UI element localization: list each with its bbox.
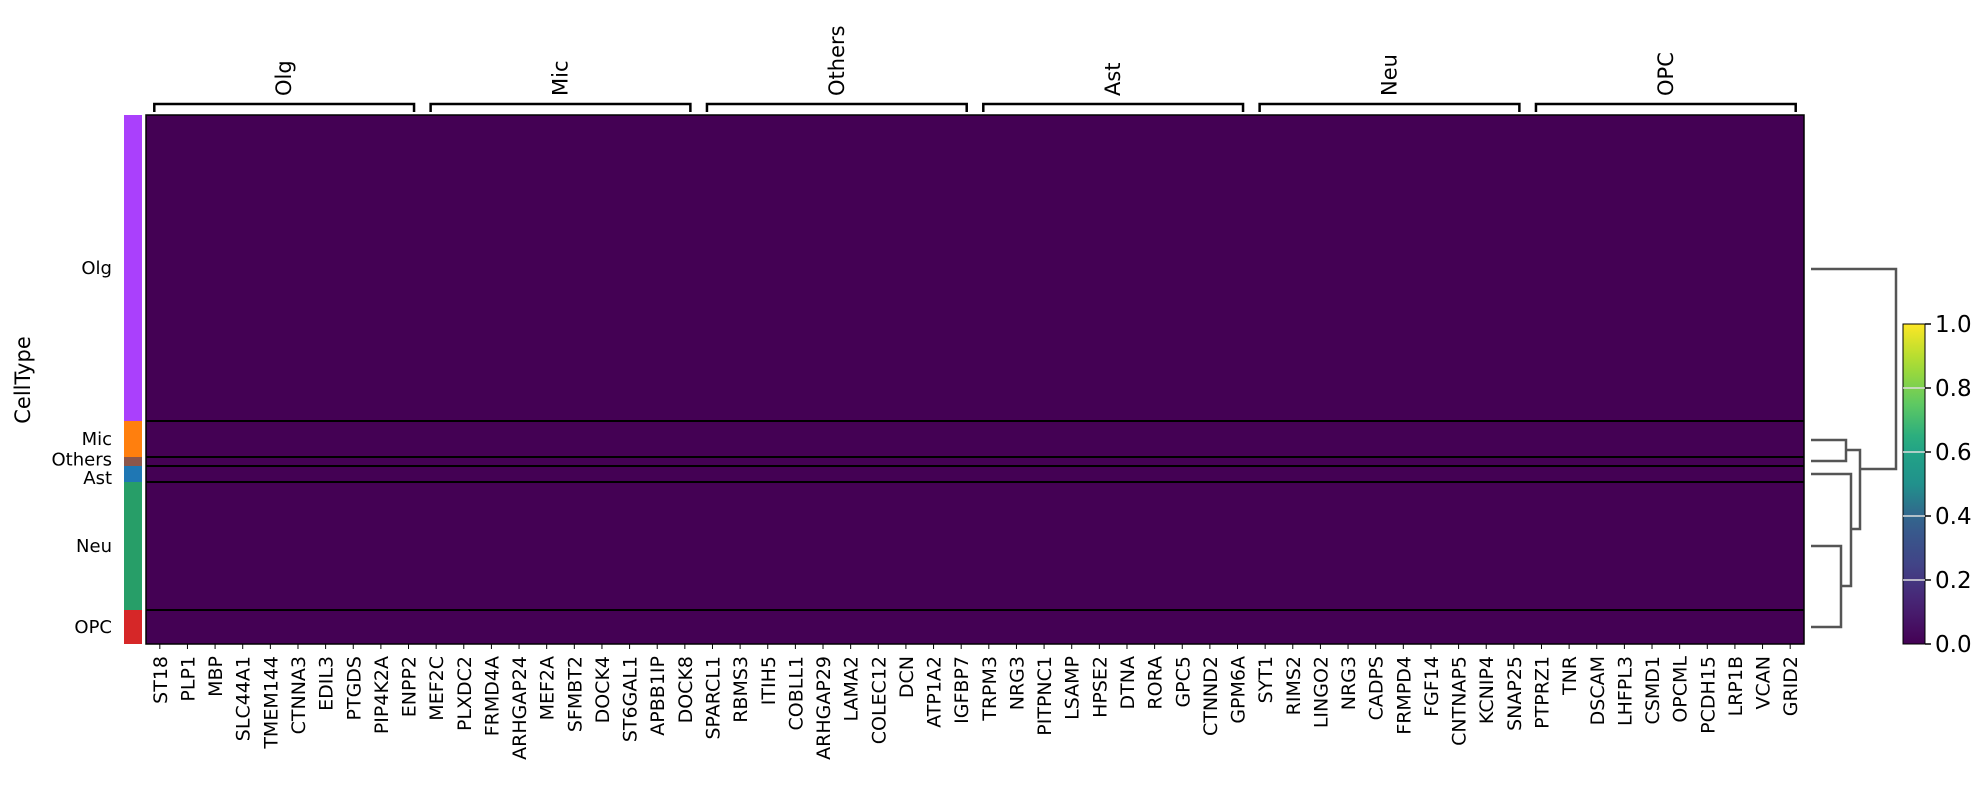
heatmap-cells [146,115,1804,644]
heatmap-background [146,115,1804,644]
